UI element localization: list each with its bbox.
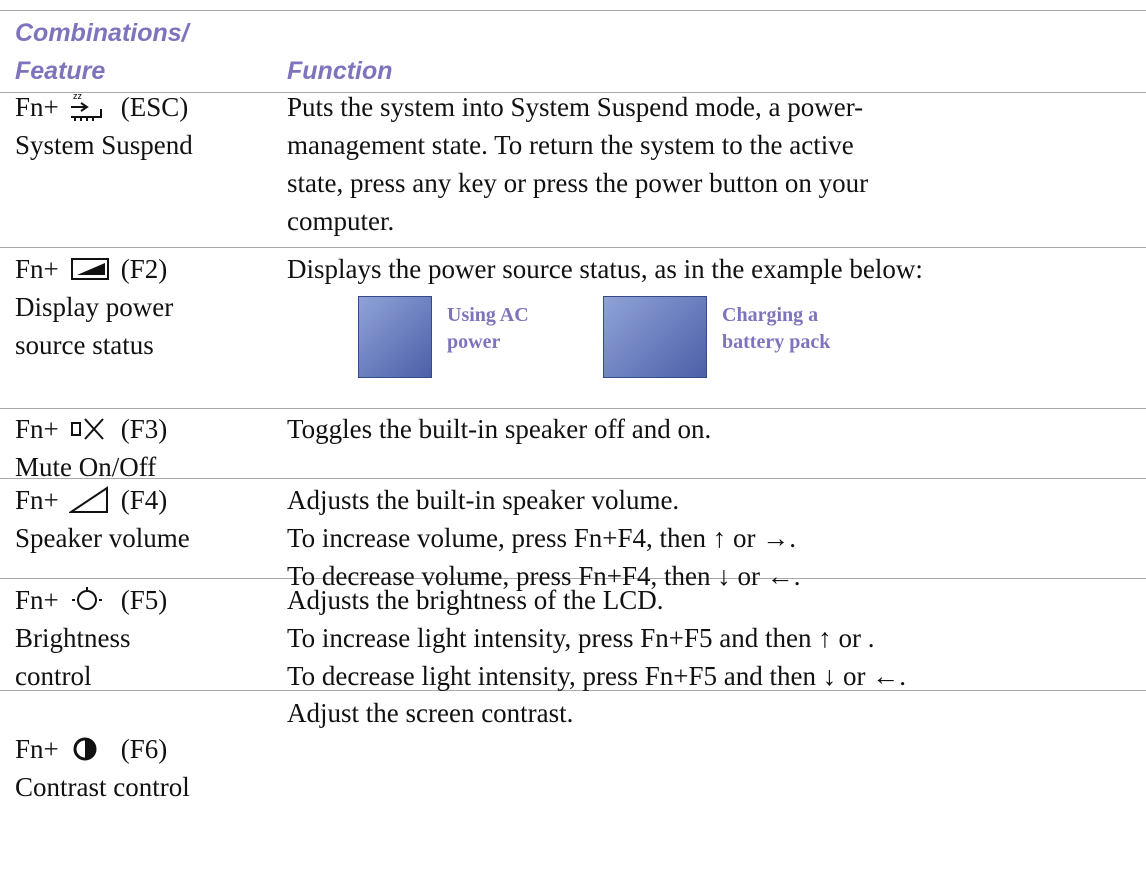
fn: Fn+ xyxy=(15,414,59,444)
caption-line: Charging a xyxy=(722,304,819,326)
key: (F6) xyxy=(120,734,168,764)
function-line: Adjust the screen contrast. xyxy=(287,698,574,728)
rule xyxy=(0,690,1146,691)
example-image xyxy=(603,296,707,378)
header-col2: Function xyxy=(287,57,393,85)
function-line: Puts the system into System Suspend mode… xyxy=(287,92,864,122)
feature-cell: Fn+ (F4) Speaker volume xyxy=(15,481,190,557)
rule xyxy=(0,408,1146,409)
feature: Mute On/Off xyxy=(15,452,157,482)
svg-text:zz: zz xyxy=(73,91,83,101)
feature: control xyxy=(15,661,92,691)
key-icon xyxy=(71,587,102,610)
feature: Speaker volume xyxy=(15,523,190,553)
feature: Brightness xyxy=(15,623,131,653)
function-cell: Toggles the built-in speaker off and on. xyxy=(287,410,711,448)
rule xyxy=(0,478,1146,479)
key-icon xyxy=(68,486,108,513)
key-line: Fn+ (F3) xyxy=(15,410,167,448)
key-line: Fn+ (F4) xyxy=(15,481,190,519)
feature: Contrast control xyxy=(15,772,190,802)
caption-line: Using AC xyxy=(447,304,529,326)
key: (F2) xyxy=(120,254,168,284)
key-icon xyxy=(70,258,109,280)
feature-cell: Fn+ zz (ESC) System Suspend xyxy=(15,88,193,164)
function-line: To increase volume, press Fn+F4, then ↑ … xyxy=(287,523,797,553)
function-cell: Adjust the screen contrast. xyxy=(287,694,573,732)
function-line: management state. To return the system t… xyxy=(287,130,854,160)
key: (F3) xyxy=(120,414,168,444)
header-text: Feature xyxy=(15,57,106,85)
fn: Fn+ xyxy=(15,485,59,515)
function-cell: Adjusts the brightness of the LCD. To inc… xyxy=(287,581,906,695)
header-col1: Combinations/Feature xyxy=(15,14,189,90)
caption-line: battery pack xyxy=(722,331,831,353)
function-line: To increase light intensity, press Fn+F5… xyxy=(287,623,875,653)
rule xyxy=(0,247,1146,248)
key-icon xyxy=(73,737,97,761)
rule xyxy=(0,92,1146,93)
caption-line: power xyxy=(447,331,501,353)
feature: Display power xyxy=(15,292,174,322)
feature: source status xyxy=(15,330,154,360)
key: (F4) xyxy=(120,485,168,515)
function-line: To decrease light intensity, press Fn+F5… xyxy=(287,661,906,691)
key-line: Fn+ (F6) xyxy=(15,730,190,768)
fn: Fn+ xyxy=(15,585,59,615)
feature-cell: Fn+ (F3) Mute On/Off xyxy=(15,410,167,486)
function-line: Toggles the built-in speaker off and on. xyxy=(287,414,712,444)
key: (ESC) xyxy=(120,92,189,122)
function-line: Displays the power source status, as in … xyxy=(287,254,923,284)
function-cell: Displays the power source status, as in … xyxy=(287,250,923,288)
function-cell: Puts the system into System Suspend mode… xyxy=(287,88,868,240)
example-image xyxy=(358,296,432,378)
key-icon: zz xyxy=(70,91,102,121)
rule xyxy=(0,578,1146,579)
key-line: Fn+ (F2) xyxy=(15,250,173,288)
key-line: Fn+ zz (ESC) xyxy=(15,88,193,126)
feature: System Suspend xyxy=(15,130,193,160)
fn: Fn+ xyxy=(15,734,59,764)
function-line: Adjusts the built-in speaker volume. xyxy=(287,485,680,515)
example-caption: Charging a battery pack xyxy=(722,302,830,356)
fn: Fn+ xyxy=(15,92,59,122)
feature-cell: Fn+ (F2) Display power source status xyxy=(15,250,173,364)
function-line: state, press any key or press the power … xyxy=(287,168,869,198)
key: (F5) xyxy=(120,585,168,615)
function-cell: Adjusts the built-in speaker volume. To i… xyxy=(287,481,801,595)
function-line: computer. xyxy=(287,206,395,236)
key-line: Fn+ (F5) xyxy=(15,581,167,619)
fn: Fn+ xyxy=(15,254,59,284)
key-icon xyxy=(70,418,104,440)
feature-cell: Fn+ (F5) Brightness control xyxy=(15,581,167,695)
feature-cell: Fn+ (F6) Contrast control xyxy=(15,730,190,806)
function-line: To decrease volume, press Fn+F4, then ↓ … xyxy=(287,561,801,591)
function-line: Adjusts the brightness of the LCD. xyxy=(287,585,664,615)
example-caption: Using AC power xyxy=(447,302,529,356)
rule xyxy=(0,10,1146,11)
header-text: Combinations/ xyxy=(15,19,189,47)
